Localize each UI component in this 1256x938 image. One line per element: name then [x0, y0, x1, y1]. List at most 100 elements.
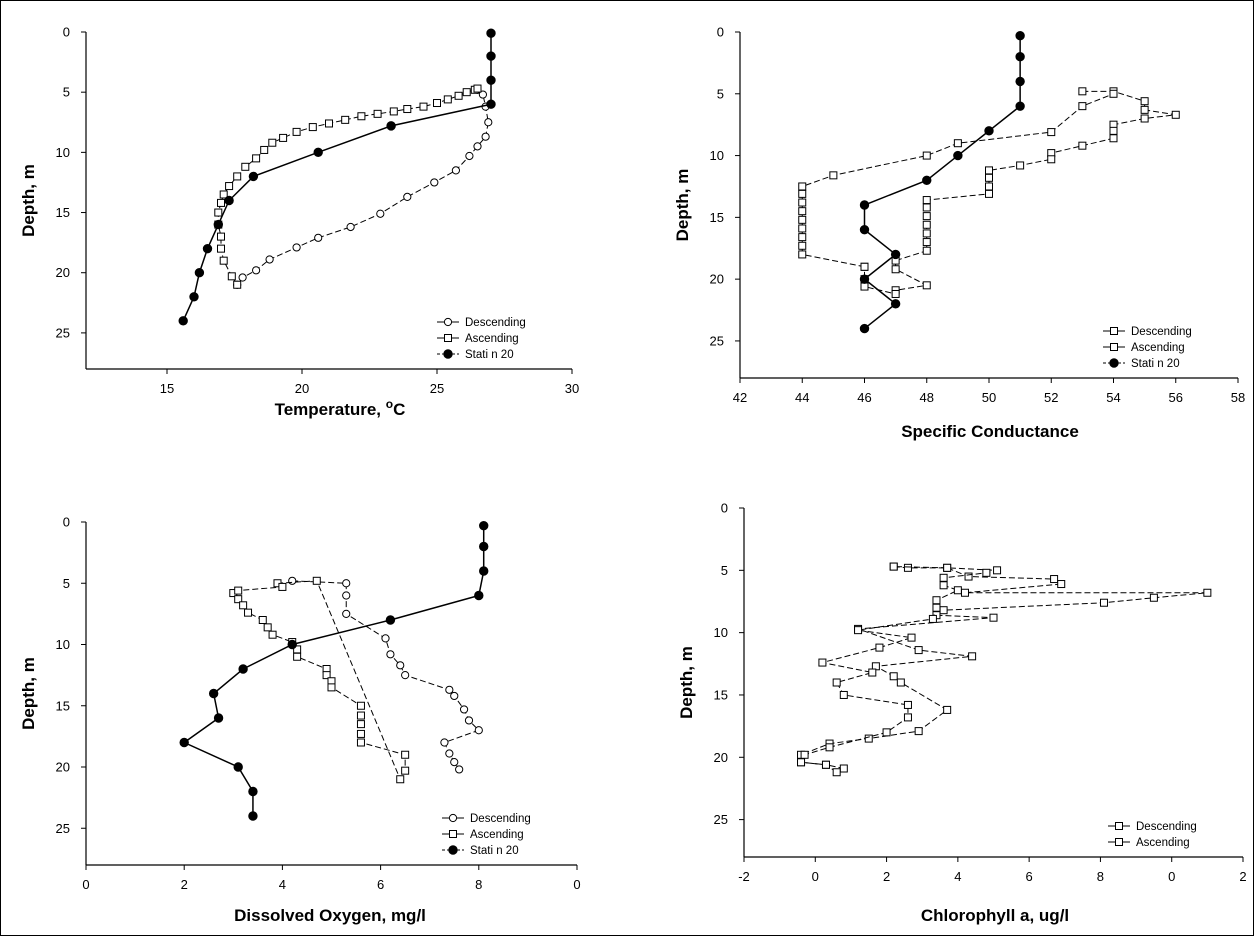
data-point	[219, 190, 228, 199]
data-point	[202, 243, 213, 254]
data-point	[244, 608, 253, 617]
data-point	[342, 579, 351, 588]
data-point	[265, 255, 274, 264]
data-point	[342, 609, 351, 618]
data-point	[890, 249, 901, 260]
data-point	[1109, 89, 1118, 98]
data-point	[891, 289, 900, 298]
data-point	[821, 760, 830, 769]
data-point	[829, 171, 838, 180]
data-point	[479, 541, 489, 552]
data-point	[263, 623, 272, 632]
data-point	[1078, 141, 1087, 150]
legend-label: Ascending	[1136, 837, 1190, 849]
y-tick-label: 20	[56, 265, 70, 280]
data-point	[430, 178, 439, 187]
data-point	[217, 244, 225, 253]
data-point	[451, 166, 460, 175]
data-point	[403, 192, 412, 201]
data-point	[859, 323, 870, 334]
x-tick-label: 6	[1026, 869, 1033, 884]
y-tick-label: 20	[714, 750, 728, 765]
data-point	[268, 138, 277, 147]
data-point	[217, 232, 225, 241]
series-line	[292, 580, 480, 770]
x-tick-label: 8	[475, 877, 482, 892]
data-point	[312, 576, 321, 585]
y-axis-title: Depth, m	[677, 646, 696, 719]
data-point	[859, 225, 870, 235]
legend-marker	[1110, 327, 1118, 335]
data-point	[839, 690, 848, 699]
x-tick-label: 0	[573, 877, 580, 892]
data-point	[484, 118, 493, 127]
data-point	[238, 273, 247, 282]
legend: Descending Ascending Stati n 20	[442, 813, 531, 857]
data-point	[376, 209, 385, 218]
data-point	[922, 229, 931, 238]
data-point	[486, 75, 496, 85]
legend-marker	[1115, 822, 1123, 830]
legend-label: Ascending	[465, 333, 519, 345]
chart-panel-1: 0 5 10 15 20 25 15 20 25 30 Depth, m Temperature, o…	[19, 25, 579, 420]
data-point	[473, 84, 482, 93]
data-point	[373, 109, 382, 118]
y-tick-label: 10	[56, 637, 70, 652]
data-point	[278, 582, 287, 591]
x-tick-label: 50	[982, 390, 996, 405]
data-point	[459, 705, 469, 714]
data-point	[217, 198, 225, 207]
y-axis-title: Depth, m	[673, 169, 692, 242]
data-point	[454, 91, 463, 100]
y-tick-label: 15	[56, 698, 70, 713]
data-point	[462, 88, 471, 97]
legend-marker	[449, 830, 457, 838]
data-point	[401, 766, 410, 775]
data-point	[327, 683, 336, 692]
series-descending	[233, 85, 493, 289]
data-point	[1016, 161, 1025, 170]
chart-panel-4: 0 5 10 15 20 25 -2 0 2 4 6 8 0 2 Depth, m Chlorophyll a…	[677, 501, 1247, 926]
data-point	[268, 630, 277, 639]
data-point	[1015, 52, 1025, 62]
y-tick-label: 0	[63, 25, 70, 40]
data-point	[903, 563, 912, 572]
x-tick-label: 4	[279, 877, 286, 892]
data-point	[178, 316, 188, 326]
series-ascending	[797, 562, 1002, 777]
series-ascending	[229, 576, 410, 784]
x-axis-title: Specific Conductance	[901, 422, 1079, 441]
y-tick-label: 10	[710, 148, 724, 163]
data-point	[922, 220, 931, 229]
data-point	[1140, 105, 1149, 114]
data-point	[890, 299, 901, 309]
data-point	[798, 224, 807, 233]
data-point	[964, 572, 973, 581]
data-point	[474, 590, 484, 601]
data-point	[248, 786, 258, 797]
data-point	[314, 233, 323, 242]
data-point	[227, 272, 236, 281]
data-point	[386, 650, 395, 659]
data-point	[450, 691, 459, 701]
y-tick-label: 25	[714, 812, 728, 827]
y-tick-label: 15	[56, 205, 70, 220]
data-point	[357, 112, 366, 121]
series-stati-n-20	[859, 31, 1025, 334]
data-point	[1015, 31, 1025, 41]
data-point	[486, 51, 496, 61]
x-tick-label: 52	[1044, 390, 1058, 405]
y-tick-label: 25	[710, 333, 724, 348]
x-tick-label: 58	[1231, 390, 1245, 405]
x-tick-label: 25	[430, 381, 444, 396]
x-tick-label: 42	[733, 390, 747, 405]
data-point	[1078, 87, 1087, 96]
x-tick-label: 54	[1106, 390, 1120, 405]
data-point	[896, 678, 905, 687]
data-point	[798, 233, 807, 242]
legend-label: Ascending	[470, 829, 524, 841]
data-point	[922, 175, 932, 185]
data-point	[258, 616, 267, 624]
x-axis-title-superscript: o	[386, 397, 393, 411]
